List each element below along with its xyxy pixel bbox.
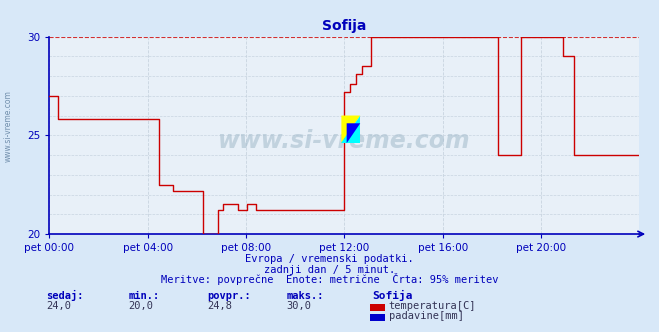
Text: Evropa / vremenski podatki.: Evropa / vremenski podatki. (245, 254, 414, 264)
Text: temperatura[C]: temperatura[C] (389, 301, 476, 311)
Polygon shape (347, 123, 360, 143)
Text: 30,0: 30,0 (287, 301, 312, 311)
Text: 24,8: 24,8 (208, 301, 233, 311)
Text: 24,0: 24,0 (46, 301, 71, 311)
Text: Meritve: povprečne  Enote: metrične  Črta: 95% meritev: Meritve: povprečne Enote: metrične Črta:… (161, 273, 498, 285)
Text: Sofija: Sofija (372, 290, 413, 301)
Text: min.:: min.: (129, 291, 159, 301)
Text: padavine[mm]: padavine[mm] (389, 311, 464, 321)
Polygon shape (341, 116, 360, 143)
Text: www.si-vreme.com: www.si-vreme.com (218, 129, 471, 153)
Text: sedaj:: sedaj: (46, 290, 84, 301)
Polygon shape (341, 116, 360, 143)
Text: www.si-vreme.com: www.si-vreme.com (4, 90, 13, 162)
Text: 20,0: 20,0 (129, 301, 154, 311)
Text: maks.:: maks.: (287, 291, 324, 301)
Text: povpr.:: povpr.: (208, 291, 251, 301)
Text: zadnji dan / 5 minut.: zadnji dan / 5 minut. (264, 265, 395, 275)
Title: Sofija: Sofija (322, 19, 366, 33)
